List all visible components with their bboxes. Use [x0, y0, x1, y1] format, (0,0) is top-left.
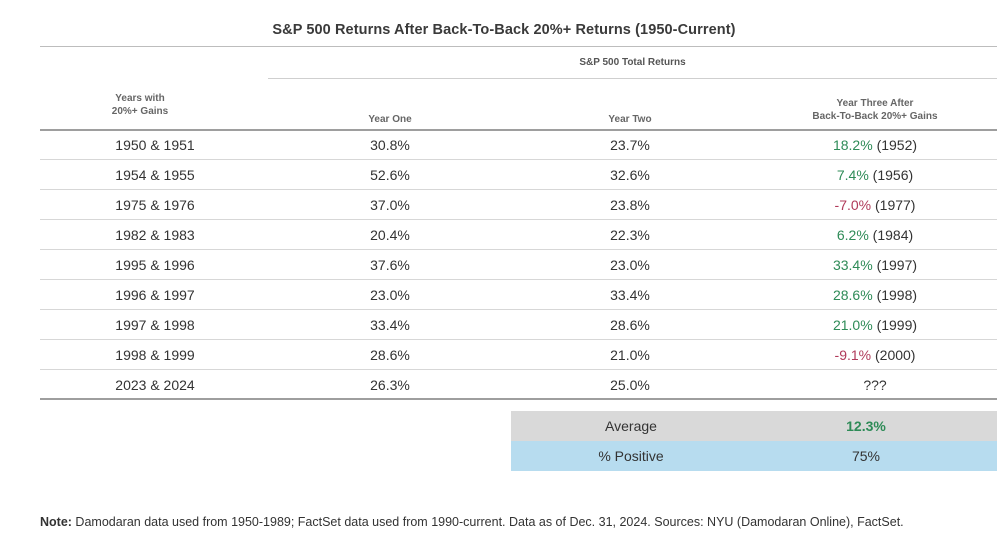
year-three-return: 28.6%: [832, 287, 873, 303]
year-three-return: -9.1%: [834, 347, 872, 363]
year-two-cell: 23.8%: [610, 197, 650, 213]
table-row: 1997 & 1998 33.4% 28.6% 21.0% (1999): [40, 310, 997, 340]
year-two-cell: 33.4%: [610, 287, 650, 303]
year-two-cell: 25.0%: [610, 377, 650, 393]
year-one-cell: 28.6%: [370, 347, 410, 363]
table-title: S&P 500 Returns After Back-To-Back 20%+ …: [272, 22, 736, 38]
year-three-cell: -9.1% (2000): [775, 347, 975, 363]
column-header-years-line1: Years with: [115, 93, 165, 104]
years-cell: 1954 & 1955: [115, 167, 195, 183]
footnote-label: Note:: [40, 515, 72, 529]
table-row: 1975 & 1976 37.0% 23.8% -7.0% (1977): [40, 190, 997, 220]
year-three-cell: 6.2% (1984): [775, 227, 975, 243]
year-two-cell: 21.0%: [610, 347, 650, 363]
year-two-cell: 32.6%: [610, 167, 650, 183]
year-three-year: (1997): [876, 257, 918, 273]
year-three-year: (1977): [875, 197, 916, 213]
column-header-years-line2: 20%+ Gains: [111, 106, 169, 117]
table-row: 1954 & 1955 52.6% 32.6% 7.4% (1956): [40, 160, 997, 190]
years-cell: 1982 & 1983: [115, 227, 195, 243]
years-cell: 1997 & 1998: [115, 317, 195, 333]
table-row: 1998 & 1999 28.6% 21.0% -9.1% (2000): [40, 340, 997, 370]
column-header-year-three: Year Three After Back-To-Back 20%+ Gains: [770, 97, 980, 123]
returns-table-body: 1950 & 1951 30.8% 23.7% 18.2% (1952) 1954 & …: [40, 130, 997, 400]
year-two-cell: 28.6%: [610, 317, 650, 333]
year-three-year: (1952): [876, 137, 918, 153]
column-header-year-one: Year One: [368, 114, 412, 125]
year-three-cell: -7.0% (1977): [775, 197, 975, 213]
average-label: Average: [605, 418, 657, 434]
table-row: 1950 & 1951 30.8% 23.7% 18.2% (1952): [40, 130, 997, 160]
column-header-year-two: Year Two: [608, 114, 652, 125]
table-row: 2023 & 2024 26.3% 25.0%???: [40, 370, 997, 400]
year-one-cell: 30.8%: [370, 137, 410, 153]
column-header-year-three-line1: Year Three After: [836, 98, 914, 109]
years-cell: 1950 & 1951: [115, 137, 195, 153]
footnote-text: Damodaran data used from 1950-1989; Fact…: [71, 515, 904, 529]
percent-positive-label: % Positive: [598, 448, 664, 464]
header-divider: [40, 129, 997, 131]
table-row: 1995 & 1996 37.6% 23.0% 33.4% (1997): [40, 250, 997, 280]
percent-positive-row: % Positive 75%: [511, 441, 997, 471]
year-three-return: 6.2%: [836, 227, 869, 243]
year-three-return: 18.2%: [832, 137, 873, 153]
year-one-cell: 23.0%: [370, 287, 410, 303]
year-three-cell: 21.0% (1999): [775, 317, 975, 333]
footnote: Note: Damodaran data used from 1950-1989…: [40, 512, 980, 532]
group-header-divider: [268, 78, 997, 79]
column-header-years: Years with 20%+ Gains: [70, 92, 210, 118]
group-header: S&P 500 Total Returns: [579, 57, 686, 68]
table-row: 1982 & 1983 20.4% 22.3% 6.2% (1984): [40, 220, 997, 250]
percent-positive-value: 75%: [851, 448, 881, 464]
year-three-return: 7.4%: [836, 167, 869, 183]
year-three-cell: 7.4% (1956): [775, 167, 975, 183]
year-three-year: (1999): [876, 317, 918, 333]
year-one-cell: 52.6%: [370, 167, 410, 183]
year-two-cell: 22.3%: [610, 227, 650, 243]
years-cell: 1998 & 1999: [115, 347, 195, 363]
year-three-return: -7.0%: [834, 197, 872, 213]
year-three-year: (2000): [875, 347, 916, 363]
column-header-year-three-line2: Back-To-Back 20%+ Gains: [812, 111, 938, 122]
years-cell: 1996 & 1997: [115, 287, 195, 303]
year-one-cell: 26.3%: [370, 377, 410, 393]
year-two-cell: 23.0%: [610, 257, 650, 273]
year-one-cell: 37.0%: [370, 197, 410, 213]
average-row: Average 12.3%: [511, 411, 997, 441]
year-three-return: 21.0%: [832, 317, 873, 333]
year-three-year: (1984): [872, 227, 914, 243]
year-two-cell: 23.7%: [610, 137, 650, 153]
year-three-return: 33.4%: [832, 257, 873, 273]
average-value: 12.3%: [846, 418, 886, 434]
year-three-cell: ???: [775, 377, 975, 393]
year-three-year: (1956): [872, 167, 914, 183]
year-one-cell: 20.4%: [370, 227, 410, 243]
year-one-cell: 37.6%: [370, 257, 410, 273]
year-one-cell: 33.4%: [370, 317, 410, 333]
year-three-cell: 33.4% (1997): [775, 257, 975, 273]
year-three-cell: 18.2% (1952): [775, 137, 975, 153]
year-three-cell: 28.6% (1998): [775, 287, 975, 303]
years-cell: 2023 & 2024: [115, 377, 195, 393]
title-divider: [40, 46, 997, 47]
years-cell: 1975 & 1976: [115, 197, 195, 213]
year-three-return: ???: [863, 377, 887, 393]
year-three-year: (1998): [876, 287, 918, 303]
years-cell: 1995 & 1996: [115, 257, 195, 273]
table-row: 1996 & 1997 23.0% 33.4% 28.6% (1998): [40, 280, 997, 310]
